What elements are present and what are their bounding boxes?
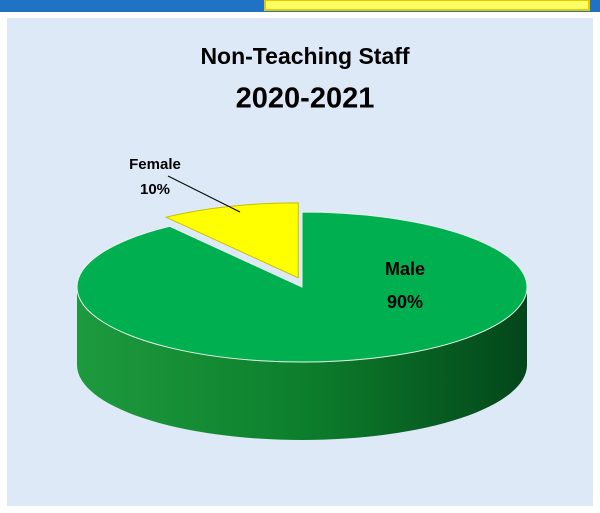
chart-subtitle: 2020-2021: [236, 83, 375, 115]
pie: [76, 202, 528, 440]
slice-label: Female: [129, 156, 181, 173]
pie-side: [77, 287, 527, 440]
chart-title: Non-Teaching Staff: [200, 43, 409, 69]
slice-label: Male: [385, 259, 425, 279]
leader-line: [167, 175, 241, 213]
top-box: [264, 0, 590, 11]
pie-slice: [76, 211, 528, 363]
slice-value-label: 10%: [140, 181, 170, 198]
slice-value-label: 90%: [387, 292, 423, 312]
